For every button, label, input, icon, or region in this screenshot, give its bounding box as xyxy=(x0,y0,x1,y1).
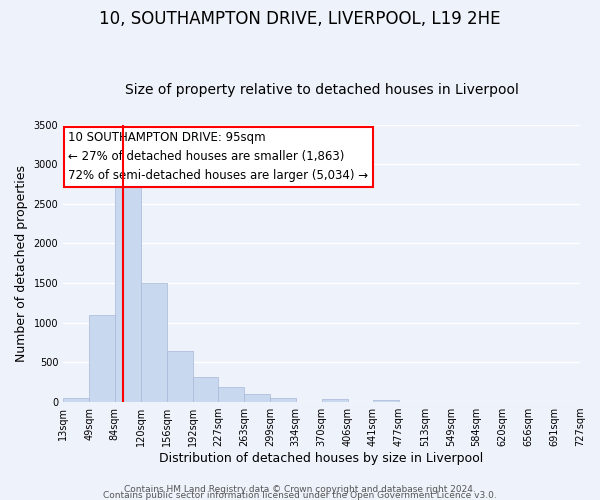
Bar xyxy=(115,170,140,402)
Bar xyxy=(270,398,296,402)
Text: 10 SOUTHAMPTON DRIVE: 95sqm
← 27% of detached houses are smaller (1,863)
72% of : 10 SOUTHAMPTON DRIVE: 95sqm ← 27% of det… xyxy=(68,132,368,182)
Text: 10, SOUTHAMPTON DRIVE, LIVERPOOL, L19 2HE: 10, SOUTHAMPTON DRIVE, LIVERPOOL, L19 2H… xyxy=(99,10,501,28)
Bar xyxy=(373,400,399,402)
Y-axis label: Number of detached properties: Number of detached properties xyxy=(15,165,28,362)
Text: Contains public sector information licensed under the Open Government Licence v3: Contains public sector information licen… xyxy=(103,490,497,500)
Bar xyxy=(322,399,347,402)
Title: Size of property relative to detached houses in Liverpool: Size of property relative to detached ho… xyxy=(125,83,518,97)
Bar xyxy=(244,394,270,402)
Bar xyxy=(63,398,89,402)
Bar xyxy=(167,350,193,402)
Bar xyxy=(218,386,244,402)
X-axis label: Distribution of detached houses by size in Liverpool: Distribution of detached houses by size … xyxy=(160,452,484,465)
Bar xyxy=(89,315,115,402)
Text: Contains HM Land Registry data © Crown copyright and database right 2024.: Contains HM Land Registry data © Crown c… xyxy=(124,484,476,494)
Bar xyxy=(193,376,218,402)
Bar xyxy=(140,283,167,402)
